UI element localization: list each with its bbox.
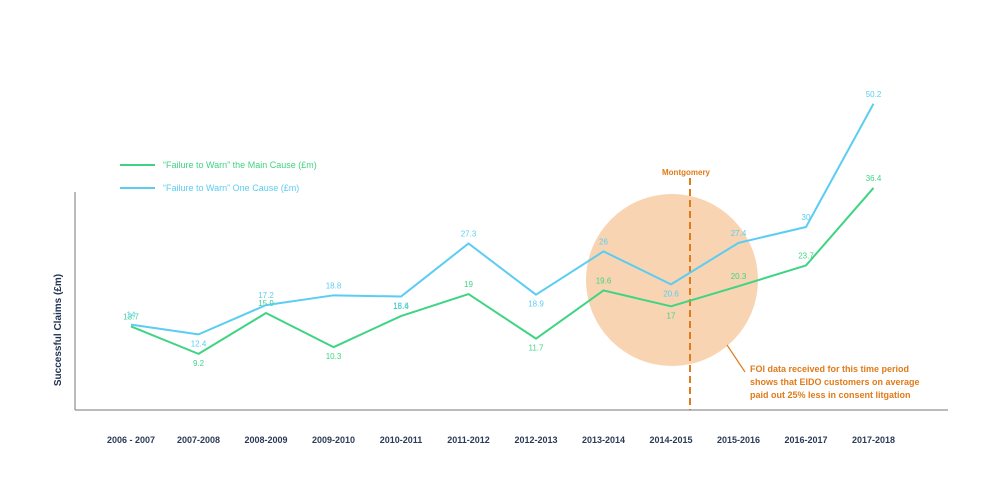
data-label: 11.7 xyxy=(529,344,545,353)
x-tick-label: 2008-2009 xyxy=(244,435,287,445)
annotation-line-1: FOI data received for this time period xyxy=(750,364,909,374)
data-label: 26 xyxy=(599,237,608,246)
data-label: 27.3 xyxy=(461,229,477,238)
x-tick-label: 2015-2016 xyxy=(717,435,760,445)
series-line-main-cause xyxy=(130,187,875,355)
x-tick-label: 2012-2013 xyxy=(514,435,557,445)
data-label: 36.4 xyxy=(866,174,882,183)
data-label: 30 xyxy=(802,213,811,222)
data-label: 12.4 xyxy=(191,339,207,348)
data-label: 20.6 xyxy=(663,289,679,298)
data-label: 27.4 xyxy=(731,229,747,238)
data-label: 10.3 xyxy=(326,352,342,361)
data-label: 50.2 xyxy=(866,90,882,99)
data-label: 20.3 xyxy=(731,272,747,281)
data-label: 17 xyxy=(667,311,676,320)
data-label: 18.9 xyxy=(528,300,544,309)
data-label: 13.7 xyxy=(123,312,139,321)
x-tick-label: 2014-2015 xyxy=(649,435,692,445)
series-line-one-cause xyxy=(130,103,875,336)
x-tick-label: 2017-2018 xyxy=(852,435,895,445)
data-label: 18.6 xyxy=(393,302,409,311)
highlight-circle xyxy=(586,194,758,366)
x-tick-label: 2011-2012 xyxy=(447,435,490,445)
annotation-line-3: paid out 25% less in consent litgation xyxy=(750,390,911,400)
annotation-pointer xyxy=(726,344,746,373)
legend-label-one-cause: “Failure to Warn” One Cause (£m) xyxy=(163,183,299,193)
data-label: 18.8 xyxy=(326,281,342,290)
x-tick-label: 2016-2017 xyxy=(784,435,827,445)
x-tick-label: 2007-2008 xyxy=(177,435,220,445)
data-label: 19 xyxy=(464,280,473,289)
data-label: 15.4 xyxy=(393,302,409,311)
y-axis-label: Successful Claims (£m) xyxy=(53,274,64,386)
x-tick-label: 2010-2011 xyxy=(380,435,423,445)
legend-label-main-cause: “Failure to Warn” the Main Cause (£m) xyxy=(163,160,317,170)
data-label: 19.6 xyxy=(596,276,612,285)
data-label: 17.2 xyxy=(258,291,274,300)
data-label: 9.2 xyxy=(193,359,205,368)
data-label: 14 xyxy=(127,311,136,320)
x-tick-label: 2009-2010 xyxy=(312,435,355,445)
annotation-line-2: shows that EIDO customers on average xyxy=(750,377,920,387)
montgomery-label: Montgomery xyxy=(662,168,711,177)
x-tick-label: 2013-2014 xyxy=(582,435,625,445)
data-label: 15.9 xyxy=(258,299,274,308)
x-tick-label: 2006 - 2007 xyxy=(107,435,155,445)
data-label: 23.7 xyxy=(798,251,814,260)
